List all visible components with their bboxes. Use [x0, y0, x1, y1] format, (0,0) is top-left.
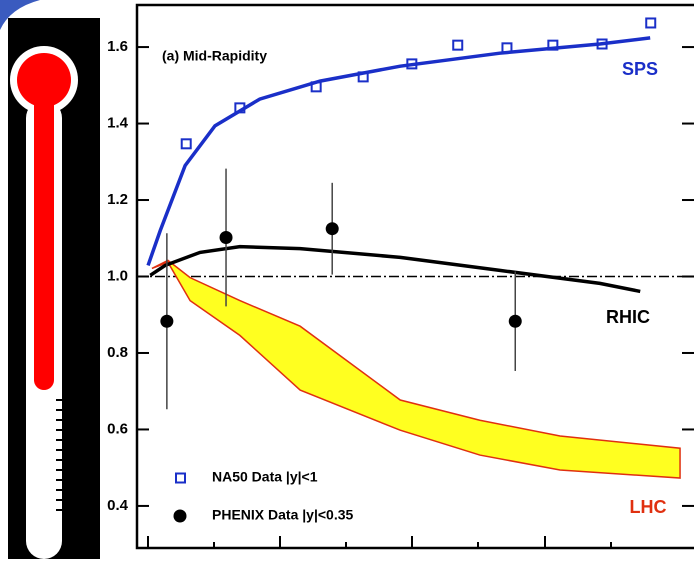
y-tick-label: 0.4	[107, 497, 129, 514]
data-dot	[160, 314, 174, 328]
legend-marker	[173, 509, 187, 523]
curve-label: LHC	[630, 497, 667, 517]
data-square	[234, 102, 246, 114]
y-tick-label: 0.8	[107, 344, 128, 361]
thermometer-scale	[56, 399, 66, 511]
legend-label: NA50 Data |y|<1	[212, 469, 318, 485]
band	[151, 259, 681, 479]
y-tick-label: 1.0	[107, 267, 128, 284]
data-square	[452, 39, 464, 51]
thermometer	[8, 18, 100, 559]
data-dot	[508, 314, 522, 328]
curve-label: RHIC	[606, 307, 650, 327]
annotation: (a) Mid-Rapidity	[162, 48, 267, 64]
thermometer-bulb	[17, 53, 71, 107]
data-square	[310, 81, 322, 93]
data-dot	[219, 230, 233, 244]
legend-label: PHENIX Data |y|<0.35	[212, 507, 354, 523]
thermometer-mercury	[34, 90, 54, 390]
curve	[146, 36, 651, 266]
corner-decoration	[0, 0, 40, 30]
y-tick-label: 1.4	[107, 115, 129, 132]
curve	[149, 244, 641, 294]
data-square	[406, 58, 418, 70]
data-square	[645, 17, 657, 29]
data-square	[180, 138, 192, 150]
data-dot	[325, 222, 339, 236]
curve-label: SPS	[622, 59, 658, 79]
legend-marker	[175, 472, 186, 484]
data-square	[501, 42, 513, 54]
y-tick-label: 0.6	[107, 420, 128, 437]
data-square	[547, 39, 559, 51]
y-tick-label: 1.6	[107, 38, 128, 55]
data-square	[357, 71, 369, 83]
data-square	[596, 38, 608, 50]
y-tick-label: 1.2	[107, 191, 128, 208]
x-axis-ticks	[147, 536, 612, 548]
